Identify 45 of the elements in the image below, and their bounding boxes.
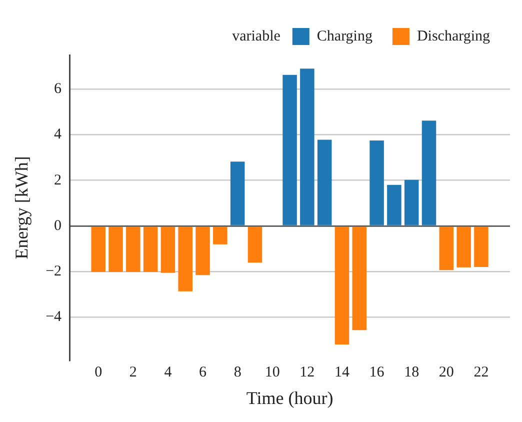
bar [230, 162, 245, 226]
bar [213, 226, 228, 244]
x-tick-label: 12 [300, 364, 315, 380]
x-tick-label: 2 [129, 364, 137, 380]
bar [474, 226, 488, 267]
bar [300, 68, 314, 226]
bar [352, 226, 367, 330]
x-tick-label: 22 [474, 364, 489, 380]
y-tick-label: −2 [46, 263, 62, 280]
bar [126, 226, 140, 272]
y-tick-label: −4 [46, 309, 62, 326]
y-tick-label: 4 [54, 126, 62, 143]
x-axis-title: Time (hour) [246, 388, 334, 408]
bar [91, 226, 106, 272]
bar [143, 226, 158, 272]
y-axis-title: Energy [kWh] [12, 156, 32, 260]
bar [370, 140, 384, 226]
x-tick-label: 20 [438, 364, 454, 380]
y-tick-label: 0 [54, 218, 62, 234]
x-tick-label: 10 [264, 364, 280, 380]
bar [334, 226, 350, 344]
bar [456, 226, 471, 268]
legend-label: Charging [316, 28, 373, 44]
bar [196, 226, 210, 276]
y-tick-label: 2 [54, 172, 62, 188]
bar [317, 140, 332, 226]
legend-title: variable [232, 28, 281, 44]
bar [248, 226, 262, 263]
x-tick-label: 4 [164, 364, 172, 380]
y-tick-label: 6 [54, 81, 62, 98]
x-tick-label: 16 [369, 364, 385, 380]
bar [282, 74, 297, 226]
x-tick-label: 14 [334, 364, 350, 380]
x-tick-label: 6 [199, 364, 208, 380]
x-tick-label: 18 [404, 364, 420, 380]
bar [387, 184, 402, 226]
x-tick-label: 0 [94, 364, 102, 380]
bar [439, 226, 454, 270]
legend-label: Discharging [416, 28, 490, 44]
bar [160, 226, 176, 273]
bar [108, 226, 123, 272]
x-tick-label: 8 [234, 364, 242, 380]
bar [422, 120, 436, 226]
bar [178, 226, 192, 292]
bar [404, 180, 419, 226]
